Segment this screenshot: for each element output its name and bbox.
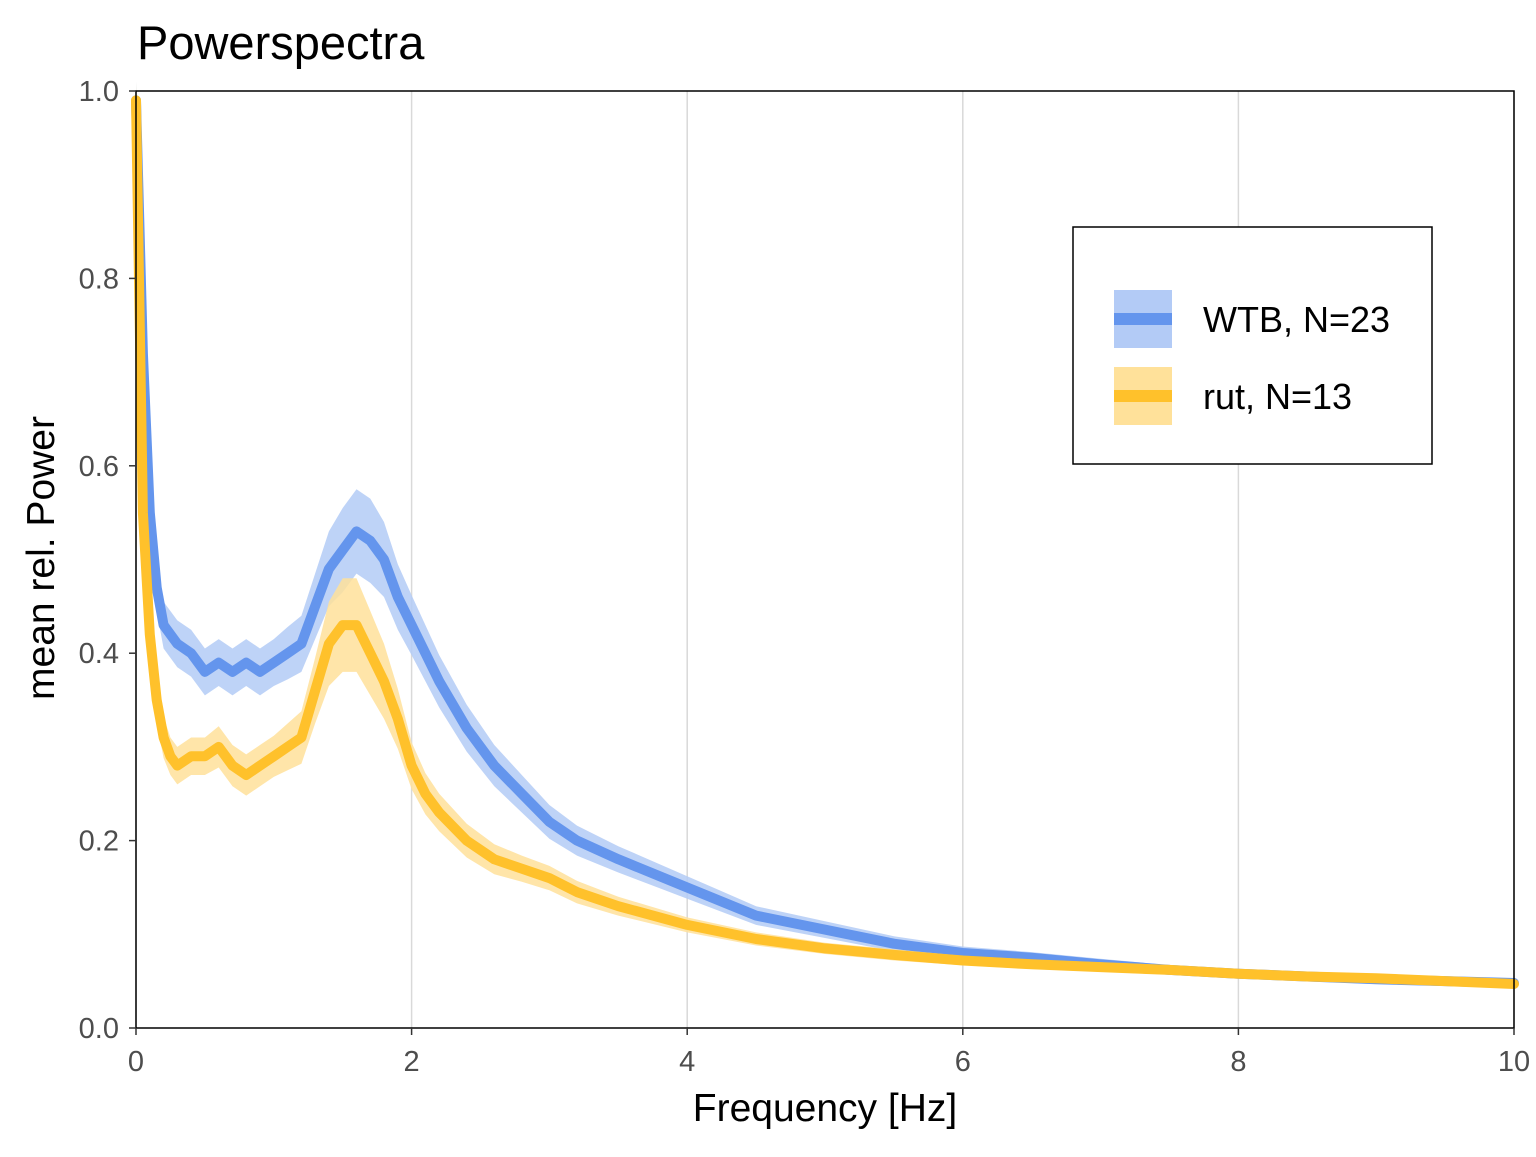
series-1 (131, 81, 1519, 989)
legend-item: rut, N=13 (1114, 367, 1352, 425)
legend: WTB, N=23 rut, N=13 (1072, 226, 1433, 465)
x-axis-title: Frequency [Hz] (693, 1087, 957, 1130)
x-tick-label: 2 (404, 1046, 420, 1078)
series-line (131, 95, 1519, 988)
confidence-band (136, 81, 1514, 987)
legend-line-key (1114, 390, 1172, 402)
x-tick-label: 10 (1498, 1046, 1530, 1078)
plot-panel-border (135, 90, 1515, 1029)
legend-items: WTB, N=23 rut, N=13 (1114, 290, 1390, 425)
legend-line-key (1114, 313, 1172, 325)
y-tick-label: 0.2 (79, 826, 119, 858)
y-tick-label: 0.0 (79, 1013, 119, 1045)
y-axis-ticks: 0.0 0.2 0.4 0.6 0.8 1.0 (79, 76, 136, 1045)
y-axis-title: mean rel. Power (20, 416, 63, 700)
y-tick-label: 1.0 (79, 76, 119, 108)
chart-title: Powerspectra (137, 16, 425, 69)
legend-label: WTB, N=23 (1203, 299, 1390, 340)
x-tick-label: 8 (1230, 1046, 1246, 1078)
y-tick-label: 0.6 (79, 451, 119, 483)
legend-label: rut, N=13 (1203, 376, 1352, 417)
y-tick-label: 0.8 (79, 263, 119, 295)
x-axis-ticks: 0 2 4 6 8 10 (128, 1028, 1530, 1078)
series-0 (131, 81, 1519, 988)
series-group (131, 81, 1519, 989)
x-tick-label: 4 (679, 1046, 695, 1078)
x-tick-label: 0 (128, 1046, 144, 1078)
series-line (131, 95, 1519, 989)
legend-item: WTB, N=23 (1114, 290, 1390, 348)
x-tick-label: 6 (955, 1046, 971, 1078)
y-tick-label: 0.4 (79, 638, 119, 670)
